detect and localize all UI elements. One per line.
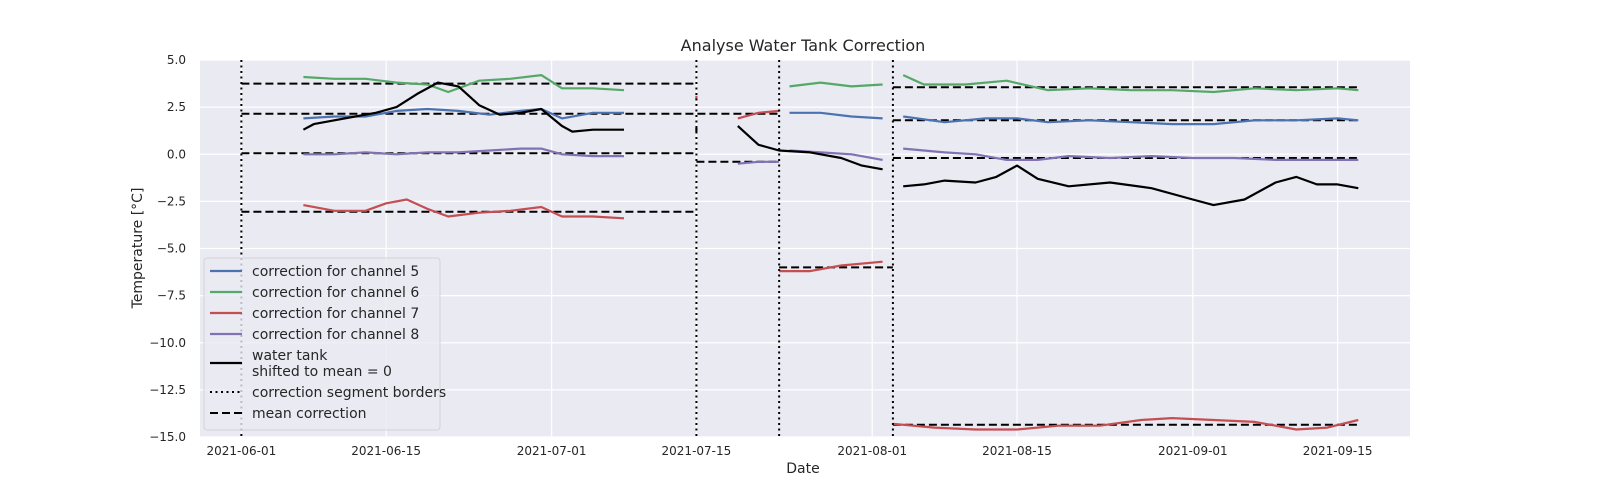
y-tick-label: −2.5	[157, 194, 186, 208]
series-line	[737, 109, 780, 120]
series-line	[779, 260, 883, 273]
y-tick-label: 5.0	[167, 53, 186, 67]
data-series	[240, 60, 1359, 437]
legend-label: correction for channel 7	[252, 306, 419, 322]
series-line	[902, 74, 1359, 94]
x-tick-label: 2021-07-01	[517, 444, 587, 458]
series-4	[302, 81, 1359, 207]
legend-box	[203, 257, 441, 431]
series-line	[789, 111, 883, 120]
x-tick-label: 2021-09-01	[1158, 444, 1228, 458]
y-tick-label: 2.5	[167, 100, 186, 114]
legend: correction for channel 5 correction for c…	[203, 257, 446, 431]
y-axis-label: Temperature [°C]	[130, 188, 146, 310]
y-axis-ticks: 5.0 2.5 0.0 −2.5 −5.0 −7.5 −10.0 −12.5 −15.0	[149, 53, 186, 444]
chart-title: Analyse Water Tank Correction	[681, 36, 926, 55]
series-1	[303, 73, 1359, 94]
series-line	[303, 198, 625, 220]
y-tick-label: −5.0	[157, 242, 186, 256]
series-line	[892, 417, 1359, 431]
x-axis-label: Date	[786, 461, 819, 477]
legend-items: correction for channel 5 correction for c…	[210, 264, 446, 422]
y-tick-label: −15.0	[149, 430, 186, 444]
series-line	[302, 81, 624, 133]
x-tick-label: 2021-08-01	[837, 444, 907, 458]
series-line	[903, 164, 1359, 207]
y-tick-label: −10.0	[149, 336, 186, 350]
series-line	[903, 115, 1359, 126]
series-line	[737, 125, 883, 171]
series-line	[789, 81, 883, 88]
legend-label: correction for channel 5	[252, 264, 419, 280]
legend-label: water tank shifted to mean = 0	[252, 348, 392, 380]
y-tick-label: −7.5	[157, 289, 186, 303]
legend-label: mean correction	[252, 406, 367, 422]
series-line	[903, 147, 1359, 161]
legend-label: correction for channel 6	[252, 285, 419, 301]
x-tick-label: 2021-08-15	[982, 444, 1052, 458]
series-line	[303, 147, 624, 158]
series-line	[737, 160, 780, 165]
legend-label: correction for channel 8	[252, 327, 419, 343]
series-2	[303, 95, 1359, 431]
x-axis-ticks: 2021-06-01 2021-06-15 2021-07-01 2021-07-15…	[206, 444, 1372, 458]
x-tick-label: 2021-07-15	[662, 444, 732, 458]
x-tick-label: 2021-06-15	[351, 444, 421, 458]
y-tick-label: −12.5	[149, 383, 186, 397]
x-tick-label: 2021-09-15	[1303, 444, 1373, 458]
series-line	[303, 73, 625, 94]
y-tick-label: 0.0	[167, 147, 186, 161]
legend-label: correction segment borders	[252, 385, 446, 401]
x-tick-label: 2021-06-01	[206, 444, 276, 458]
